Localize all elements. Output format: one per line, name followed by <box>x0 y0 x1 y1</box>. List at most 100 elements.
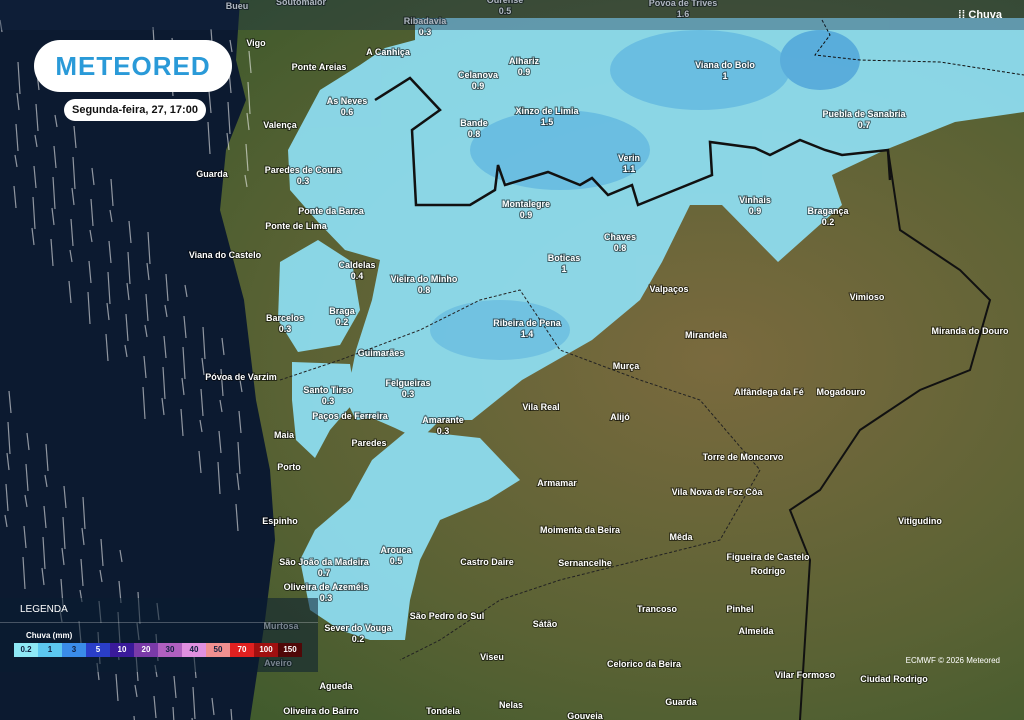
town-name: Castro Daire <box>460 557 514 567</box>
rain-streak <box>7 421 11 455</box>
rain-streak <box>208 90 212 114</box>
town-name: Moimenta da Beira <box>540 525 621 535</box>
rain-streak <box>53 145 57 169</box>
rain-value: 1 <box>722 71 727 81</box>
rain-streak <box>6 452 10 471</box>
rain-value: 0.3 <box>419 27 432 37</box>
rain-streak <box>236 472 240 491</box>
rain-streak <box>218 430 222 454</box>
rain-streak <box>163 335 167 359</box>
rain-streak <box>4 514 8 528</box>
legend-subtitle: Chuva (mm) <box>26 631 73 640</box>
legend-title: LEGENDA <box>20 604 68 615</box>
rain-overlay <box>278 18 1024 640</box>
rain-streak <box>244 174 248 188</box>
rain-value: 0.2 <box>336 317 349 327</box>
rain-streak <box>198 450 202 474</box>
town-name: Porto <box>277 462 301 472</box>
rain-streak <box>207 121 211 155</box>
rain-value: 0.6 <box>341 107 354 117</box>
rain-streak <box>13 185 17 209</box>
rain-streak <box>182 346 186 380</box>
rain-streak <box>41 567 45 586</box>
legend-swatch: 20 <box>134 643 158 657</box>
rain-streak <box>247 81 251 115</box>
rain-streak <box>165 273 169 302</box>
rain-value: 0.9 <box>518 67 531 77</box>
rain-core <box>430 300 570 360</box>
legend-swatch: 10 <box>110 643 134 657</box>
district-border <box>279 289 761 661</box>
rain-value: 0.8 <box>468 129 481 139</box>
rain-streak <box>26 432 30 451</box>
rain-core <box>610 30 790 110</box>
place-name: Sever do Vouga <box>324 623 392 633</box>
place-name: São João da Madeira <box>279 557 370 567</box>
rain-streak <box>73 125 77 149</box>
place-name: Paredes de Coura <box>265 165 343 175</box>
rain-streak <box>25 463 29 492</box>
rain-streak <box>14 154 18 168</box>
legend-swatch: 150 <box>278 643 302 657</box>
rain-streak <box>172 706 175 720</box>
layer-button[interactable]: ⁞⁞ Chuva <box>957 9 1002 21</box>
logo[interactable]: METEORED <box>34 40 232 92</box>
rain-streak <box>23 525 27 549</box>
ocean <box>0 0 275 720</box>
place-name: Amarante <box>422 415 464 425</box>
rain-streak <box>22 556 26 590</box>
rain-streak <box>107 271 111 305</box>
rain-streak <box>183 315 187 339</box>
rain-streak <box>69 249 73 263</box>
rain-value: 0.5 <box>390 556 403 566</box>
rain-streak <box>115 673 119 702</box>
rain-streak <box>184 284 188 298</box>
rain-value: 0.2 <box>822 217 835 227</box>
place-name: Oliveira de Azeméis <box>284 582 369 592</box>
layer-label[interactable]: Chuva <box>968 9 1002 21</box>
town-name: Tondela <box>426 706 461 716</box>
border <box>788 149 992 720</box>
legend-scale: 0.2 1 3 5 10 20 30 40 50 70 100 150 <box>14 643 302 657</box>
rain-streak <box>35 103 39 132</box>
rain-value: 0.8 <box>418 285 431 295</box>
town-name: Vimioso <box>850 292 885 302</box>
rain-value: 1.6 <box>677 9 690 19</box>
place-name: Viana do Bolo <box>695 60 755 70</box>
rain-streak <box>54 114 58 128</box>
legend-swatch: 50 <box>206 643 230 657</box>
rain-streak <box>235 503 239 532</box>
town-name: Vigo <box>246 38 266 48</box>
rain-streak <box>62 516 66 550</box>
town-name: Guarda <box>196 169 229 179</box>
town-name: Agueda <box>319 681 353 691</box>
place-name: Santo Tirso <box>303 385 353 395</box>
rain-streak <box>0 19 3 33</box>
legend-swatch: 30 <box>158 643 182 657</box>
place-name: Ourense <box>487 0 524 5</box>
rain-streak <box>82 496 86 530</box>
rain-streak <box>199 419 203 433</box>
rain-streak <box>44 474 48 488</box>
rain-streak <box>105 333 109 362</box>
town-name: Sátão <box>533 619 558 629</box>
rain-streak <box>42 536 46 570</box>
place-name: Vieira do Minho <box>391 274 458 284</box>
legend-swatch: 0.2 <box>14 643 38 657</box>
place-name: Barcelos <box>266 313 304 323</box>
rain-streak <box>192 686 196 720</box>
rain-streak <box>99 569 103 583</box>
rain-streak <box>50 238 54 267</box>
rain-streak <box>134 684 138 698</box>
rain-streak <box>217 461 221 495</box>
rain-streak <box>229 39 233 53</box>
rain-streak <box>81 527 85 546</box>
town-name: Soutomaior <box>276 0 326 7</box>
town-name: Miranda do Douro <box>932 326 1009 336</box>
legend-swatch: 1 <box>38 643 62 657</box>
rain-value: 0.8 <box>614 243 627 253</box>
rain-streak <box>125 313 129 342</box>
rain-streak <box>127 251 131 285</box>
place-name: Ribadavia <box>404 16 448 26</box>
place-name: Caldelas <box>338 260 375 270</box>
